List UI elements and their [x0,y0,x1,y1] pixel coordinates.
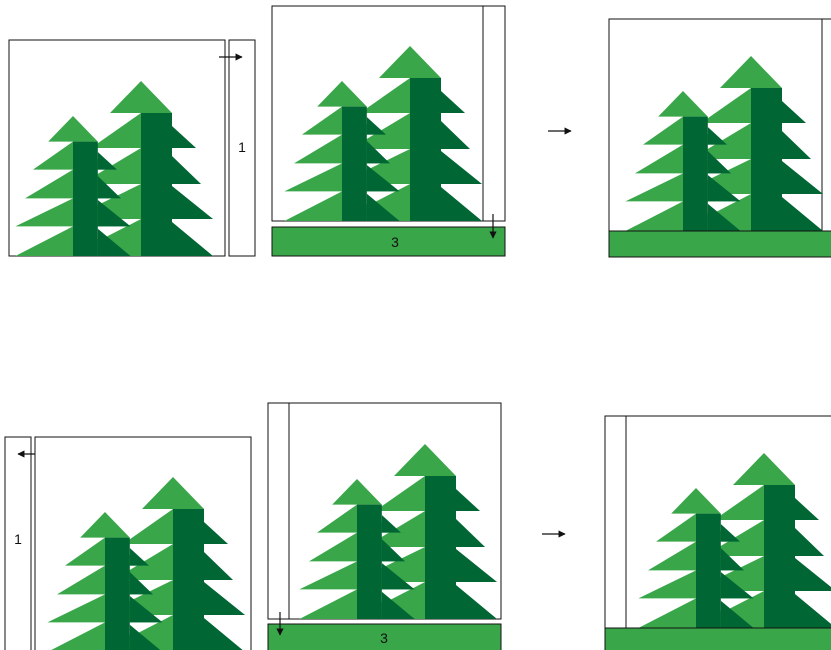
row-1-step-2: 3 [271,5,506,257]
strip-3 [267,623,502,650]
strip-1 [4,436,32,650]
row-2-step-2: 3 [267,402,502,650]
strip-3 [271,226,506,257]
strip-1 [228,39,256,257]
strip-1-label: 1 [14,531,22,547]
row-1-step-3 [608,18,831,258]
row-2: 1 3 [4,402,831,650]
row-1-step-1: 1 [8,39,256,257]
row-2-step-3 [604,415,831,650]
row-1: 1 3 [8,5,831,258]
strip-3-label: 3 [380,630,388,646]
row-2-step-1: 1 [4,436,252,650]
finished-strip [604,627,831,650]
strip-1-label: 1 [238,139,246,155]
finished-strip [608,230,831,258]
strip-3-label: 3 [391,234,399,250]
